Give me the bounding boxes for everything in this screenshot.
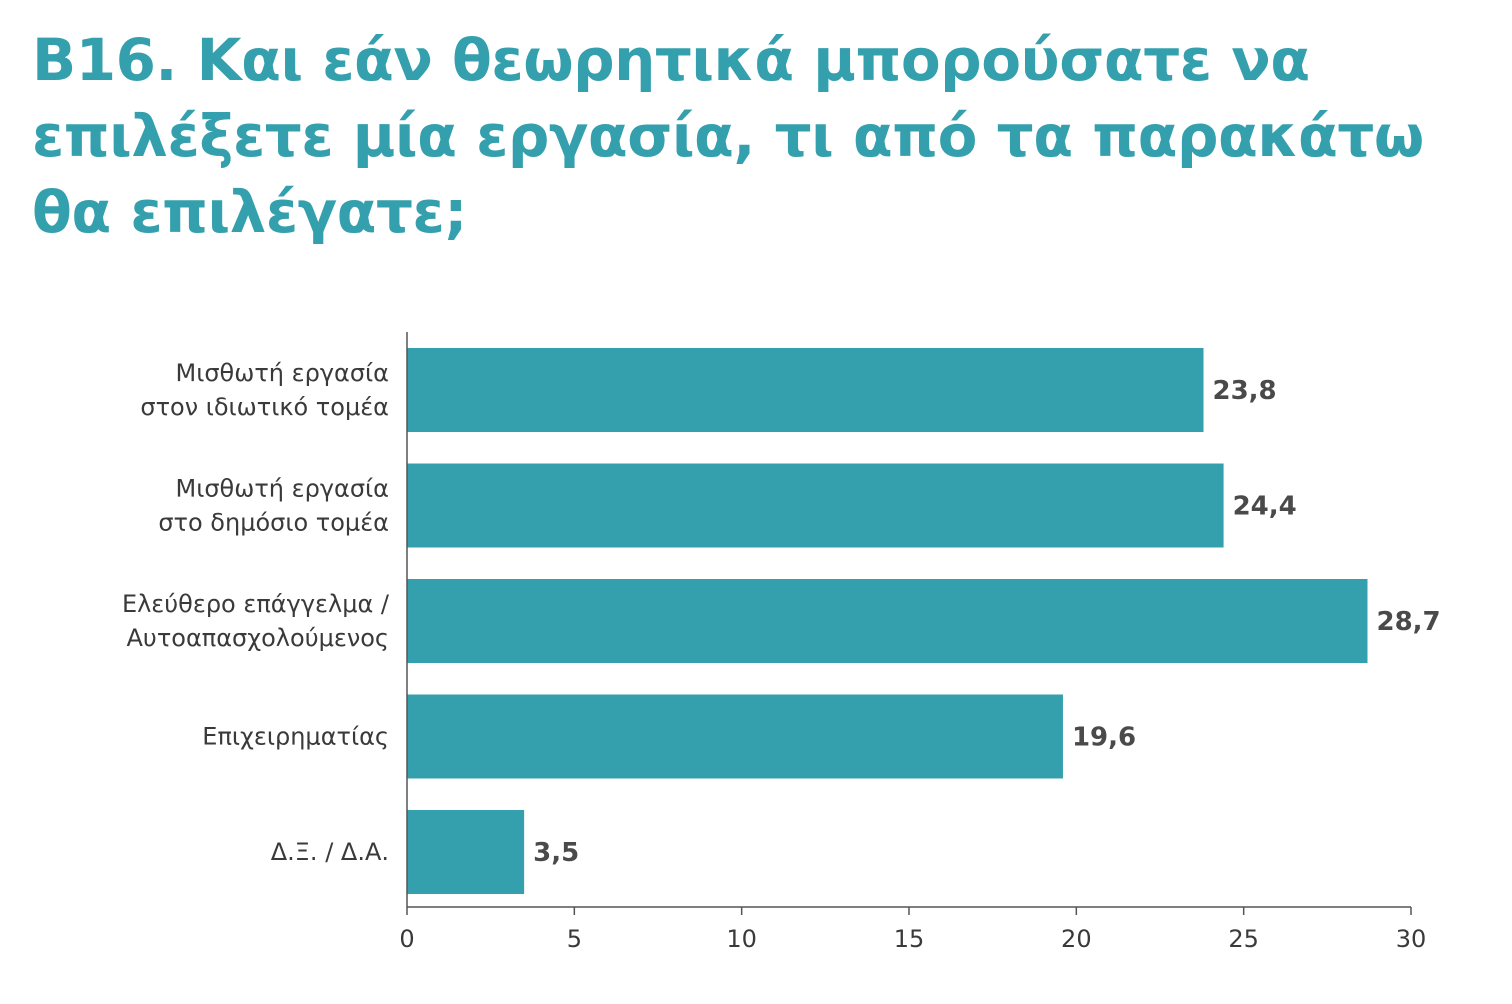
chart-title-line: επιλέξετε μία εργασία, τι από τα παρακάτ… bbox=[32, 102, 1424, 170]
chart-title-line: θα επιλέγατε; bbox=[32, 178, 468, 246]
data-label: 3,5 bbox=[533, 838, 579, 868]
x-tick-label: 30 bbox=[1396, 925, 1427, 953]
bar bbox=[407, 694, 1063, 779]
bar bbox=[407, 810, 525, 894]
chart-title: Β16. Και εάν θεωρητικά μπορούσατε να επι… bbox=[32, 22, 1424, 250]
category-label: στο δημόσιο τομέα bbox=[158, 509, 389, 537]
category-label: Αυτοαπασχολούμενος bbox=[127, 624, 389, 652]
category-label: Μισθωτή εργασία bbox=[176, 475, 390, 503]
x-tick-label: 25 bbox=[1228, 925, 1259, 953]
category-label: Επιχειρηματίας bbox=[202, 723, 389, 751]
chart-title-line: Β16. Και εάν θεωρητικά μπορούσατε να bbox=[32, 26, 1310, 94]
data-label: 28,7 bbox=[1376, 607, 1440, 637]
category-label: στον ιδιωτικό τομέα bbox=[140, 393, 389, 421]
x-tick-label: 5 bbox=[567, 925, 582, 953]
bar bbox=[407, 463, 1224, 548]
category-label: Μισθωτή εργασία bbox=[176, 359, 390, 387]
category-label: Ελεύθερο επάγγελμα / bbox=[122, 590, 390, 618]
x-tick-label: 10 bbox=[726, 925, 757, 953]
category-label: Δ.Ξ. / Δ.Α. bbox=[271, 838, 389, 866]
data-label: 19,6 bbox=[1072, 723, 1136, 753]
x-tick-label: 20 bbox=[1061, 925, 1092, 953]
bar bbox=[407, 348, 1204, 432]
data-label: 23,8 bbox=[1213, 376, 1277, 406]
data-label: 24,4 bbox=[1233, 492, 1297, 522]
x-tick-label: 0 bbox=[399, 925, 414, 953]
bar bbox=[407, 579, 1368, 663]
x-tick-label: 15 bbox=[894, 925, 925, 953]
